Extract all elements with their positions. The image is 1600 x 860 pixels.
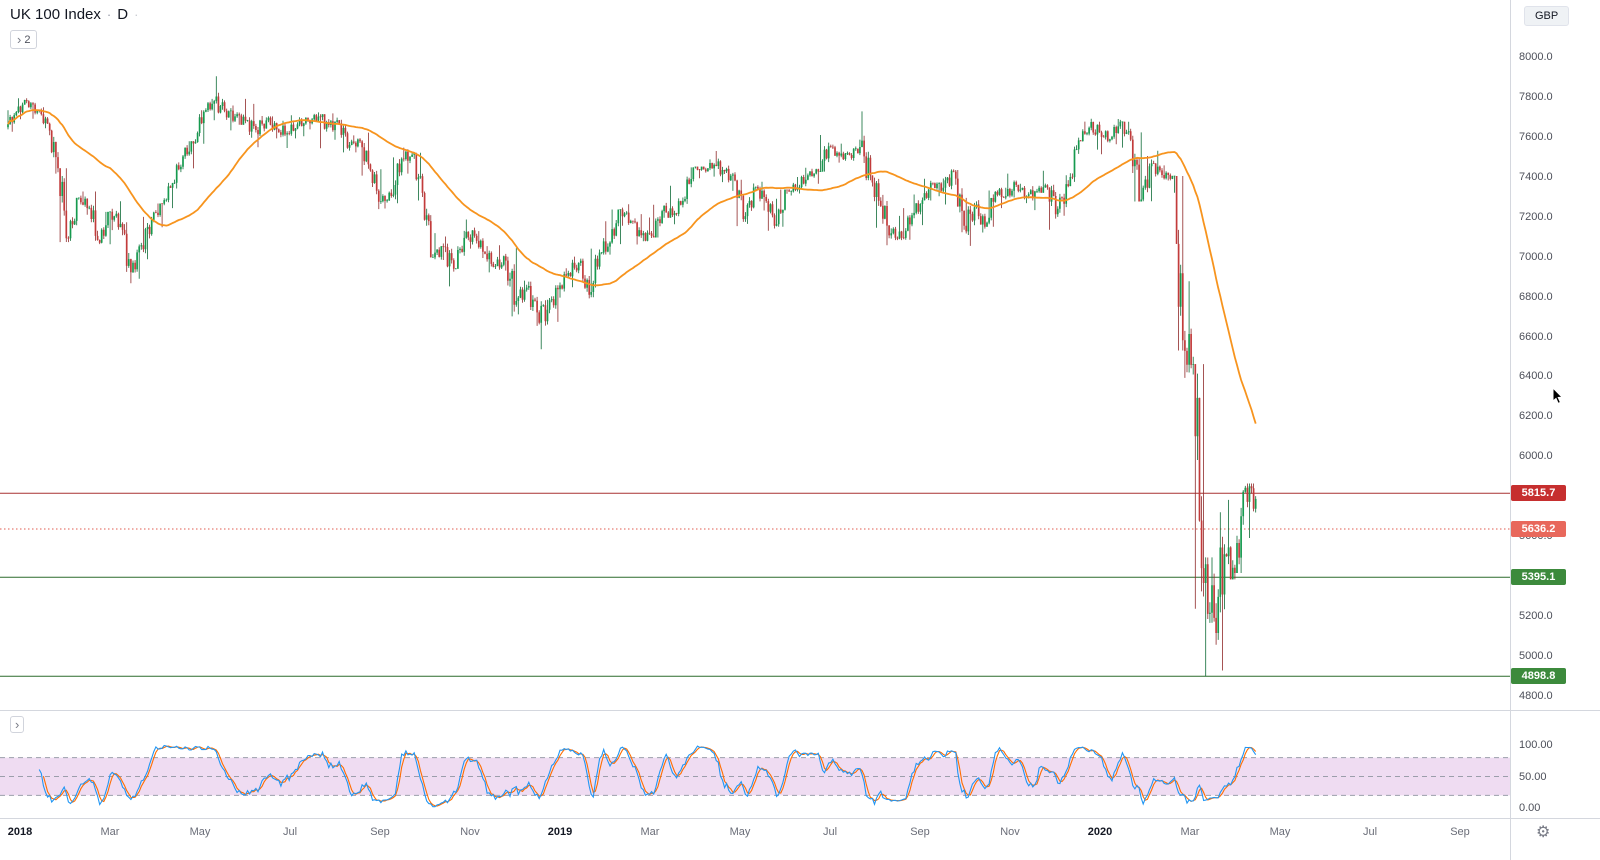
price-tick: 7800.0 [1519, 90, 1553, 103]
time-axis-label[interactable]: Sep [370, 826, 390, 838]
price-line-label[interactable]: 5815.7 [1511, 485, 1566, 502]
time-axis-label[interactable]: Jul [822, 826, 838, 838]
stoch-scale-tick: 0.00 [1519, 802, 1541, 814]
price-tick: 6400.0 [1519, 370, 1553, 383]
stochastic-chart-canvas[interactable] [0, 710, 1510, 818]
symbol-title[interactable]: UK 100 Index [10, 6, 101, 23]
price-tick: 4800.0 [1519, 690, 1553, 703]
time-axis-label[interactable]: 2019 [547, 826, 573, 838]
price-tick: 7600.0 [1519, 130, 1553, 143]
time-axis-label[interactable]: Mar [100, 826, 120, 838]
price-tick: 6600.0 [1519, 330, 1553, 343]
stoch-scale-tick: 100.00 [1519, 739, 1553, 751]
time-axis-label[interactable]: Mar [640, 826, 660, 838]
price-tick: 6200.0 [1519, 410, 1553, 423]
candles-up-wicks [7, 76, 1257, 677]
price-tick: 6000.0 [1519, 450, 1553, 463]
time-axis-label[interactable]: 2020 [1087, 826, 1113, 838]
chart-legend: UK 100 Index · D · › 2 [10, 6, 138, 49]
time-axis-label[interactable]: Jul [1362, 826, 1378, 838]
time-axis-label[interactable]: May [189, 826, 211, 838]
indicators-collapse-button[interactable]: › 2 [10, 30, 38, 49]
price-tick: 5000.0 [1519, 650, 1553, 663]
price-tick: 7200.0 [1519, 210, 1553, 223]
price-axis[interactable]: GBP 4800.05000.05200.05400.05600.05800.0… [1510, 0, 1600, 860]
price-line-label[interactable]: 5395.1 [1511, 569, 1566, 586]
chevron-right-icon: › [15, 717, 20, 732]
price-chart-canvas[interactable] [0, 0, 1510, 710]
price-tick: 7000.0 [1519, 250, 1553, 263]
price-line-label[interactable]: 5636.2 [1511, 521, 1566, 537]
time-axis-label[interactable]: May [729, 826, 751, 838]
time-axis-label[interactable]: Sep [910, 826, 930, 838]
stoch-scale-tick: 50.00 [1519, 770, 1547, 783]
time-axis[interactable]: 2018 Mar May Jul Sep Nov 2019 Mar May Jul Sep Nov 20… [0, 818, 1510, 860]
time-axis-label[interactable]: 2018 [7, 826, 33, 838]
axis-divider [0, 818, 1600, 819]
time-axis-label[interactable]: Nov [1000, 826, 1020, 838]
legend-separator: · [106, 7, 112, 22]
stoch-k-line [38, 744, 1257, 808]
time-axis-label[interactable]: Mar [1180, 826, 1200, 838]
stochastic-pane[interactable]: › [0, 710, 1510, 818]
stoch-collapse-button[interactable]: › [10, 716, 25, 733]
mouse-cursor [1552, 388, 1564, 405]
price-line-label[interactable]: 4898.8 [1511, 668, 1566, 685]
moving-average-line [7, 109, 1257, 424]
gear-icon[interactable]: ⚙ [1536, 824, 1551, 841]
price-pane[interactable]: UK 100 Index · D · › 2 [0, 0, 1510, 710]
time-axis-label[interactable]: May [1269, 826, 1291, 838]
hidden-indicators-count: 2 [24, 33, 31, 46]
candles-down-bodies [11, 96, 1255, 633]
price-tick: 8000.0 [1519, 50, 1553, 63]
price-tick: 5200.0 [1519, 610, 1553, 623]
interval-label[interactable]: D [117, 6, 129, 23]
time-axis-label[interactable]: Sep [1450, 826, 1470, 838]
price-tick: 7400.0 [1519, 170, 1553, 183]
time-axis-label[interactable]: Nov [460, 826, 480, 838]
time-axis-label[interactable]: Jul [282, 826, 298, 838]
currency-badge[interactable]: GBP [1524, 6, 1570, 26]
pane-divider[interactable] [0, 710, 1600, 711]
price-tick: 6800.0 [1519, 290, 1553, 303]
candles-down-wicks [11, 92, 1254, 671]
chevron-right-icon: › [17, 32, 22, 47]
legend-separator: · [134, 7, 139, 22]
candles-up-bodies [7, 96, 1257, 633]
